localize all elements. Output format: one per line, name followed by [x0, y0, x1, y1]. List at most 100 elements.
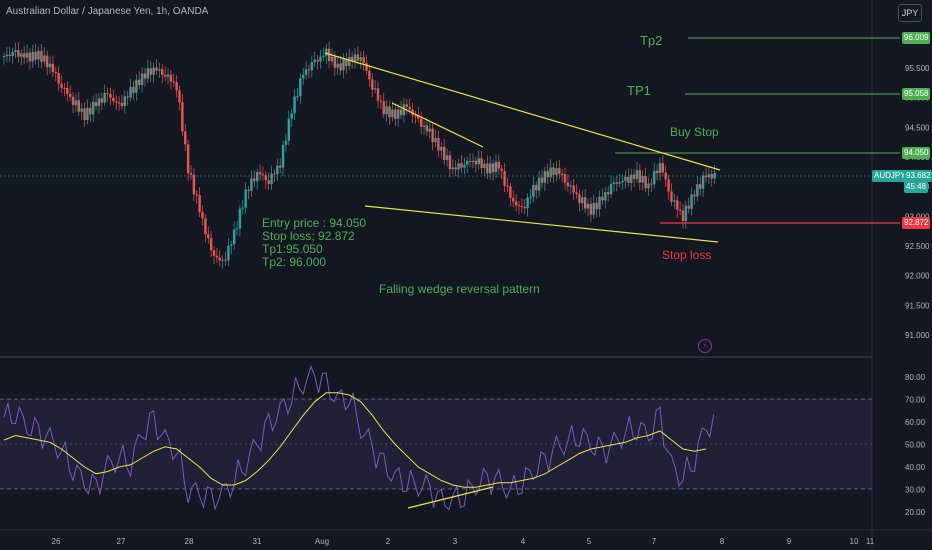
candle-body: [356, 54, 360, 61]
candle-body: [391, 109, 394, 118]
candle-body: [117, 102, 121, 104]
candle-body: [362, 57, 365, 64]
candle-body: [537, 177, 541, 191]
candle-body: [451, 167, 455, 170]
candle-body: [310, 62, 314, 71]
candle-body: [670, 191, 673, 202]
candle-body: [152, 67, 155, 75]
candle-body: [419, 118, 423, 127]
candle-body: [606, 192, 610, 195]
time-tick-label: 8: [720, 537, 725, 546]
tp2-label[interactable]: Tp2: [640, 33, 663, 48]
candle-body: [650, 183, 653, 185]
currency-button[interactable]: JPY: [898, 4, 922, 22]
candle-body: [342, 58, 345, 71]
candle-body: [563, 174, 567, 183]
candle-body: [25, 52, 29, 58]
candle-body: [350, 56, 354, 62]
candle-body: [22, 53, 26, 58]
candle-body: [667, 179, 670, 192]
candle-body: [402, 104, 406, 116]
candle-body: [20, 53, 23, 57]
candle-body: [647, 183, 650, 189]
candle-body: [5, 54, 9, 57]
chart-title: Australian Dollar / Japanese Yen, 1h, OA…: [6, 6, 209, 17]
candle-body: [376, 88, 380, 101]
candle-body: [509, 186, 512, 198]
time-tick-label: 26: [52, 537, 61, 546]
candle-body: [471, 160, 475, 162]
candle-body: [8, 54, 11, 56]
candle-body: [454, 167, 457, 170]
candle-body: [477, 158, 480, 165]
candle-body: [512, 197, 515, 202]
candle-body: [638, 170, 642, 183]
candle-body: [497, 161, 501, 169]
rsi-tick-label: 70.00: [905, 396, 926, 405]
candle-body: [696, 184, 699, 197]
candle-body: [368, 70, 371, 80]
candle-body: [261, 174, 265, 176]
candle-body: [348, 56, 351, 67]
candle-body: [417, 115, 420, 119]
candle-body: [468, 160, 472, 162]
candle-body: [232, 229, 236, 245]
rsi-axis[interactable]: 80.00 70.00 60.00 50.00 40.00 30.00 20.00: [905, 373, 926, 517]
candle-body: [535, 184, 538, 191]
candle-body: [336, 63, 339, 68]
time-tick-label: 3: [453, 537, 458, 546]
wedge-upper-trendline[interactable]: [324, 52, 721, 171]
candle-body: [299, 78, 302, 97]
candle-body: [592, 202, 595, 215]
candle-body: [2, 56, 6, 58]
stop-loss-label[interactable]: Stop loss: [662, 248, 712, 262]
candle-body: [629, 174, 633, 183]
candle-body: [396, 109, 400, 119]
candle-body: [230, 244, 233, 246]
candle-body: [258, 172, 262, 175]
candle-body: [218, 257, 221, 261]
candle-body: [135, 79, 138, 93]
candle-body: [227, 245, 230, 261]
candle-body: [457, 163, 460, 170]
candle-body: [514, 201, 518, 206]
candle-body: [489, 163, 492, 174]
lightning-icon[interactable]: ⚡: [698, 339, 712, 353]
wedge-inner-trendline[interactable]: [391, 102, 484, 148]
candle-body: [448, 155, 452, 170]
candle-body: [80, 108, 83, 112]
candle-body: [17, 50, 20, 57]
candle-body: [523, 206, 526, 209]
rsi-trendline[interactable]: [407, 486, 494, 509]
pattern-label[interactable]: Falling wedge reversal pattern: [379, 282, 540, 296]
candle-body: [693, 194, 696, 197]
candle-body: [146, 68, 150, 79]
candle-body: [618, 182, 621, 184]
candle-body: [31, 51, 34, 62]
price-tick-label: 95.500: [905, 64, 930, 73]
candle-body: [546, 171, 549, 178]
candle-body: [253, 178, 256, 182]
trade-plan-text[interactable]: Entry price : 94.050 Stop loss; 92.872 T…: [262, 217, 366, 269]
candle-body: [224, 259, 227, 261]
candle-body: [566, 182, 570, 187]
candle-body: [549, 167, 552, 178]
candle-body: [543, 171, 547, 183]
candle-body: [655, 170, 659, 174]
candle-body: [601, 196, 604, 201]
candle-body: [100, 98, 104, 103]
tp1-label[interactable]: TP1: [627, 83, 651, 98]
candle-body: [247, 189, 250, 191]
candle-body: [483, 163, 486, 168]
candle-body: [189, 173, 193, 175]
buy-stop-label[interactable]: Buy Stop: [670, 125, 719, 139]
candlestick-series: [2, 41, 716, 269]
wedge-lower-trendline[interactable]: [364, 205, 719, 243]
time-axis[interactable]: 26 27 28 31 Aug 2 3 4 5 7 8 9 10 11: [52, 537, 875, 546]
candle-body: [319, 56, 322, 62]
candle-body: [37, 50, 40, 60]
candle-body: [486, 163, 489, 174]
candle-body: [221, 259, 224, 261]
candle-body: [583, 197, 587, 209]
